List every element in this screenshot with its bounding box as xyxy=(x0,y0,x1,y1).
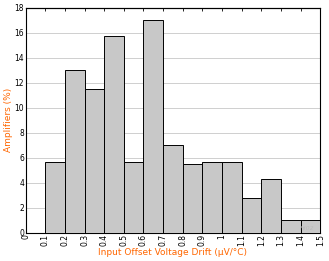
Text: HI02: HI02 xyxy=(300,226,315,231)
Bar xyxy=(143,20,163,233)
Bar xyxy=(261,179,281,233)
Bar xyxy=(183,164,202,233)
Bar xyxy=(202,162,222,233)
Bar xyxy=(222,162,242,233)
Bar xyxy=(85,89,104,233)
Bar xyxy=(163,145,183,233)
Bar xyxy=(281,221,301,233)
Y-axis label: Amplifiers (%): Amplifiers (%) xyxy=(4,88,13,152)
Bar xyxy=(45,162,65,233)
Bar xyxy=(104,37,124,233)
Bar xyxy=(301,221,320,233)
Bar xyxy=(124,162,143,233)
Bar xyxy=(242,198,261,233)
X-axis label: Input Offset Voltage Drift (μV/°C): Input Offset Voltage Drift (μV/°C) xyxy=(98,248,247,257)
Bar xyxy=(65,70,85,233)
